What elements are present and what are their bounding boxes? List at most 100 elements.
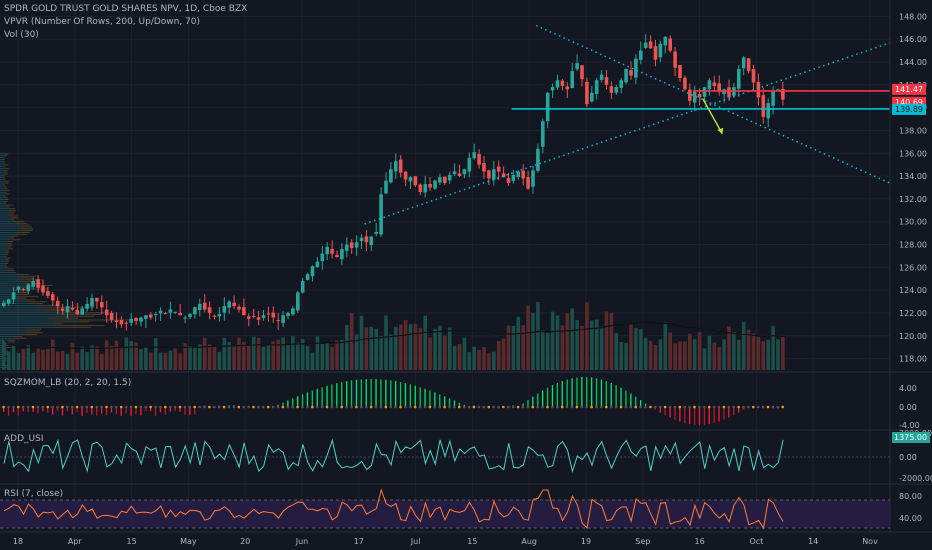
volume-bar [472,346,476,370]
volume-profile-bar [5,153,9,155]
volume-profile-bar [4,182,9,184]
sqzmom-histogram-bar [150,407,152,412]
symbol-title[interactable]: SPDR GOLD TRUST GOLD SHARES NPV, 1D, Cbo… [4,4,248,14]
volume-profile-bar [2,157,5,159]
volume-bar [732,332,736,370]
sqzmom-histogram-bar [718,407,720,422]
volume-bar [41,349,45,370]
volume-bar [673,343,677,370]
volume-profile-bar [0,179,4,180]
volume-legend[interactable]: Vol (30) [4,30,39,40]
sqzmom-histogram-bar [390,380,392,407]
candle-body [222,306,227,313]
sqzmom-histogram-bar [532,396,534,407]
volume-profile-bar [0,314,61,315]
volume-profile-bar [8,268,14,270]
sqzmom-histogram-bar [365,379,367,407]
volume-bar [746,329,751,370]
candle-body [526,177,530,189]
candle-body [653,46,658,60]
volume-profile-bar [0,359,4,361]
candle-body [80,308,84,315]
volume-bar [614,333,619,370]
volume-profile-bar [0,191,5,193]
volume-profile-bar [0,213,9,215]
candle-body [702,87,707,97]
sqzmom-squeeze-dot [472,405,476,409]
sqzmom-squeeze-dot [683,405,686,409]
candle-body [90,298,94,307]
volume-profile-bar [0,286,20,288]
volume-bar [173,348,178,370]
volume-bar [340,339,344,370]
sqzmom-histogram-bar [448,398,451,407]
price-tick-label: 130.00 [899,218,927,227]
price-axis[interactable]: 118.00 120.00 122.00 124.00 126.00 128.00 130.… [889,0,927,532]
candle-body [639,50,643,60]
volume-profile-bar [0,241,8,242]
vpvr-legend[interactable]: VPVR (Number Of Rows, 200, Up/Down, 70) [4,17,201,27]
volume-profile-bar [5,250,10,252]
sqzmom-histogram-bar [674,407,676,420]
sqzmom-squeeze-dot [56,405,59,409]
volume-profile-bar [0,292,18,294]
volume-bar [310,352,315,370]
sqzmom-squeeze-dot [570,405,574,409]
sqzmom-squeeze-dot [360,405,363,409]
sqzmom-squeeze-dot [173,405,177,409]
sqzmom-tick-label: 0.00 [899,403,917,412]
volume-profile-bar [0,248,8,250]
volume-bar [761,341,766,370]
volume-profile-bar [0,321,54,323]
volume-bar [80,346,84,370]
drawings[interactable] [364,24,891,225]
volume-profile-bar [4,253,9,255]
volume-profile-bar [15,337,27,339]
volume-bar [506,325,511,370]
candle-body [776,89,780,91]
time-tick-label: 15 [127,537,137,546]
volume-profile-bar [0,155,5,157]
volume-bar [212,346,217,370]
time-axis[interactable]: 18 Apr 15 May 20 Jun 17 Jul 15 Aug 19 Sep 16 Oct 14 Nov [13,537,878,546]
volume-bar [531,312,535,370]
price-tick-label: 136.00 [899,149,927,158]
sqzmom-histogram-bar [591,377,593,407]
candle-body [21,289,26,291]
sqzmom-legend[interactable]: SQZMOM_LB (20, 2, 20, 1.5) [4,378,132,388]
sqzmom-histogram-bar [135,407,137,414]
sqzmom-squeeze-dot [2,405,5,409]
rsi-legend[interactable]: RSI (7, close) [4,489,64,499]
volume-profile-bar [4,169,8,171]
candle-body [173,311,178,313]
volume-profile-bar [0,202,4,204]
candle-body [609,86,614,93]
time-tick-label: May [180,537,197,546]
candle-body [541,121,545,147]
volume-profile-bar [2,177,5,179]
add-legend[interactable]: ADD_USI [4,434,44,444]
volume-profile-bar [56,315,95,317]
candle-body [300,281,305,293]
volume-bar [428,337,432,370]
volume-profile-bar [0,171,5,173]
volume-profile-bar [0,261,6,263]
candle-body [60,308,65,311]
candle-body [389,169,393,183]
volume-profile-bar [19,286,33,288]
sqzmom-histogram-bar [453,400,456,407]
sqzmom-squeeze-dot [330,405,334,409]
sqzmom-histogram-bar [194,407,196,415]
volume-profile-bar [0,231,18,233]
volume-profile-bar [15,297,27,299]
candle-body [369,236,374,246]
volume-profile-bar [0,188,5,190]
volume-profile-bar [25,332,43,334]
sqzmom-squeeze-dot [364,405,368,409]
sqzmom-histogram-bar [625,390,627,407]
volume-bar [276,339,280,370]
sqzmom-squeeze-dot [134,405,138,409]
sqzmom-histogram-bar [698,407,701,425]
volume-profile-bar [0,295,24,297]
